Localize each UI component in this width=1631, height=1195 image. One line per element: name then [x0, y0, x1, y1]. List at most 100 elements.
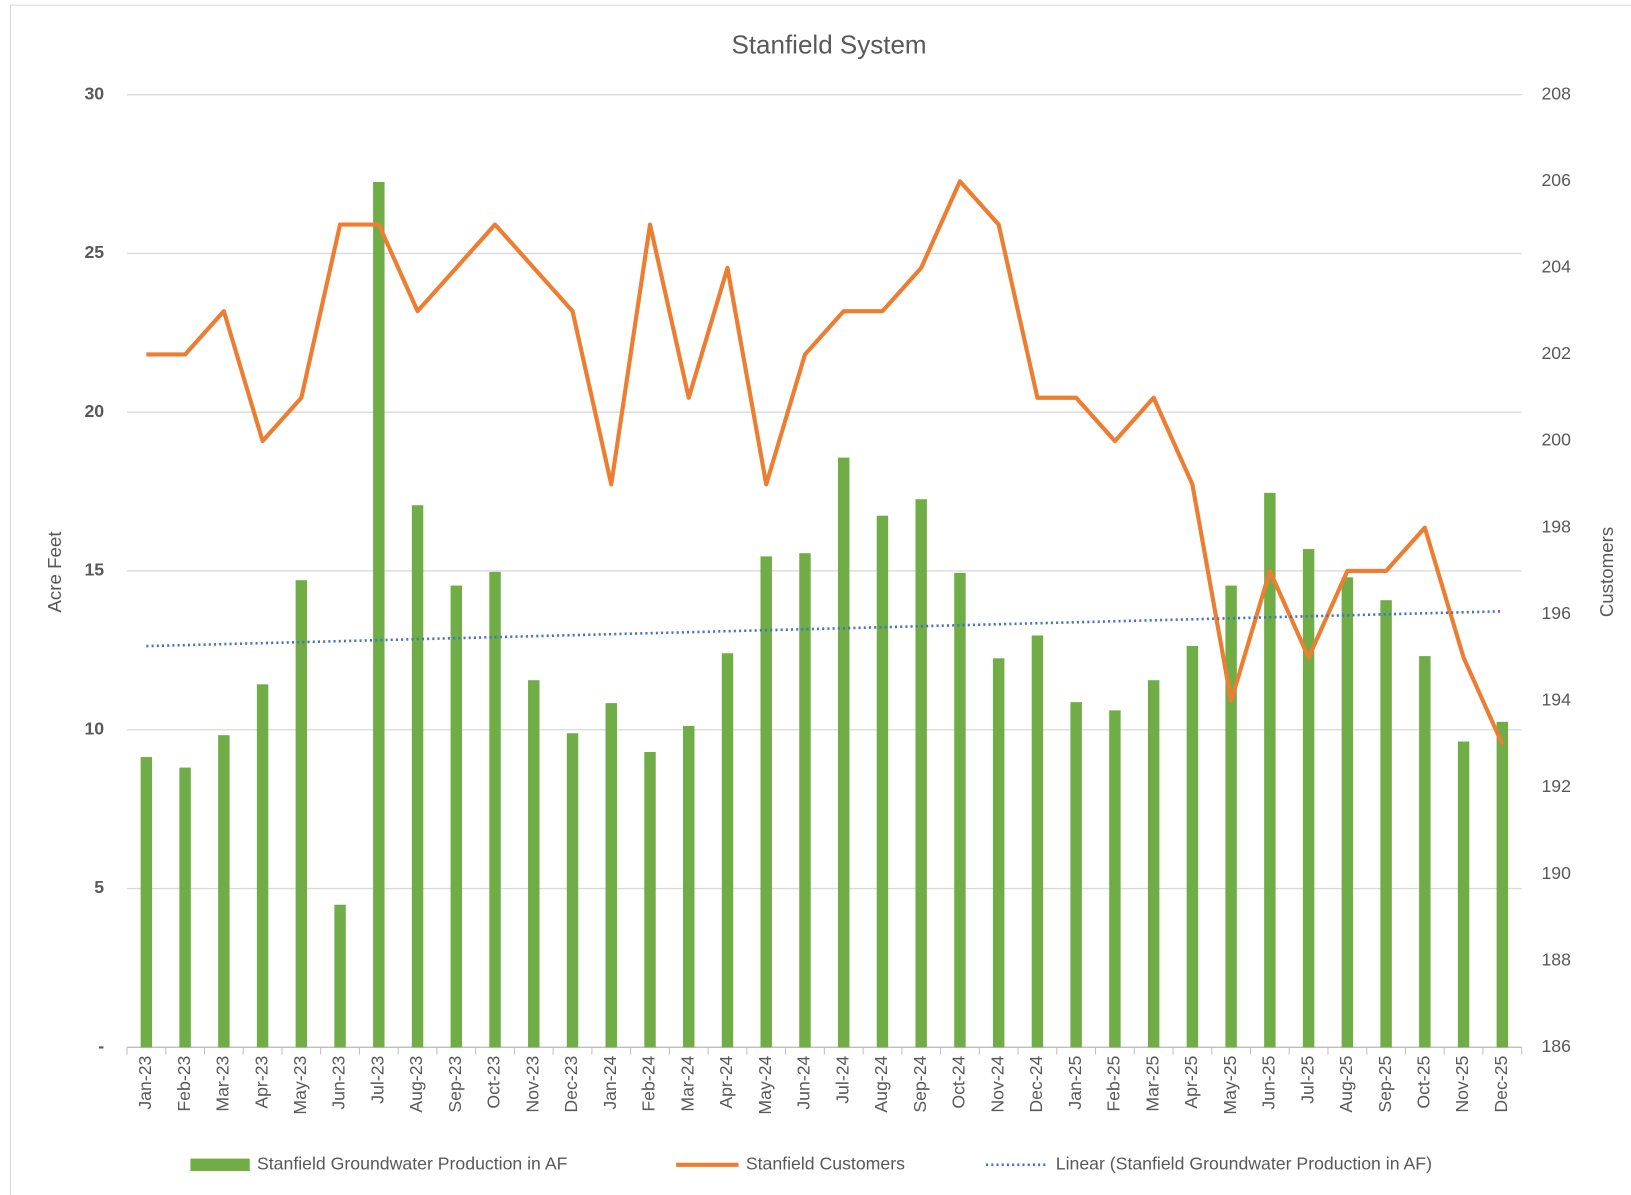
- bar: [218, 735, 230, 1048]
- y2-tick-label: 192: [1541, 776, 1570, 796]
- bar: [1419, 656, 1431, 1048]
- y2-tick-label: 196: [1541, 603, 1571, 623]
- bar: [876, 515, 889, 1048]
- line-series: [146, 179, 1505, 746]
- chart-border: [9, 4, 1631, 1195]
- x-tick-label: Nov-25: [1452, 1055, 1472, 1112]
- x-tick-label: Dec-25: [1491, 1055, 1511, 1112]
- y2-tick-label: 198: [1541, 516, 1571, 536]
- x-tick-label: Feb-25: [1104, 1055, 1124, 1111]
- x-tick-label: May-23: [290, 1055, 310, 1114]
- legend-swatch: [190, 1158, 250, 1172]
- y2-tick-label: 202: [1541, 343, 1570, 363]
- x-tick-label: Aug-24: [871, 1055, 891, 1112]
- y-tick-label: -: [98, 1036, 104, 1056]
- bar: [644, 751, 656, 1048]
- x-tick-label: Jun-24: [794, 1055, 814, 1109]
- y2-tick-label: 186: [1541, 1036, 1571, 1056]
- bar: [1109, 710, 1121, 1048]
- x-tick-label: Feb-23: [174, 1055, 194, 1111]
- y2-axis-label: Customers: [1596, 527, 1617, 618]
- bar: [799, 553, 811, 1048]
- bar: [760, 556, 772, 1048]
- x-tick-label: Jan-23: [135, 1055, 155, 1109]
- x-tick-label: Apr-23: [251, 1055, 271, 1108]
- y2-tick-label: 206: [1541, 170, 1571, 190]
- bar: [1302, 549, 1315, 1048]
- bar: [683, 725, 695, 1048]
- bar: [1031, 635, 1044, 1048]
- x-tick-label: Apr-24: [716, 1055, 736, 1108]
- bar: [915, 499, 927, 1048]
- chart-title: Stanfield System: [731, 30, 926, 60]
- bar: [992, 658, 1005, 1048]
- y2-tick-label: 208: [1541, 83, 1571, 103]
- bar: [528, 680, 540, 1048]
- bar: [411, 505, 424, 1048]
- bar: [1457, 741, 1470, 1048]
- x-tick-label: Mar-25: [1142, 1055, 1162, 1111]
- bar: [295, 580, 308, 1048]
- bar: [566, 733, 579, 1048]
- y-tick-label: 25: [84, 242, 104, 262]
- y-tick-label: 5: [94, 877, 104, 897]
- bar: [1264, 492, 1276, 1048]
- y2-tick-label: 204: [1541, 257, 1571, 277]
- x-tick-label: Mar-24: [677, 1055, 697, 1111]
- y2-tick-label: 190: [1541, 863, 1571, 883]
- bar: [954, 572, 966, 1048]
- bar: [179, 767, 191, 1048]
- legend-label: Stanfield Groundwater Production in AF: [257, 1154, 568, 1174]
- bar: [256, 684, 269, 1048]
- bar: [837, 457, 850, 1048]
- bar: [140, 757, 153, 1048]
- x-tick-label: Mar-23: [213, 1055, 233, 1111]
- x-tick-label: Oct-25: [1414, 1055, 1434, 1108]
- x-tick-label: Sep-24: [910, 1055, 930, 1112]
- y2-tick-label: 188: [1541, 949, 1571, 969]
- bar: [1186, 645, 1199, 1048]
- bar: [1496, 721, 1509, 1048]
- bar: [450, 585, 463, 1048]
- x-tick-label: Oct-23: [484, 1055, 504, 1108]
- bar: [1225, 585, 1237, 1048]
- y-tick-label: 15: [84, 560, 104, 580]
- x-tick-label: Oct-24: [949, 1055, 969, 1108]
- x-tick-label: May-25: [1220, 1055, 1240, 1114]
- bar: [489, 571, 501, 1048]
- x-tick-label: Jan-24: [600, 1055, 620, 1109]
- bar: [1070, 702, 1082, 1048]
- x-tick-label: Dec-23: [561, 1055, 581, 1112]
- x-tick-label: Jan-25: [1065, 1055, 1085, 1109]
- x-tick-label: Apr-25: [1181, 1055, 1201, 1108]
- bar: [1380, 600, 1392, 1048]
- x-tick-label: Aug-25: [1336, 1055, 1356, 1112]
- bar: [373, 181, 385, 1048]
- x-tick-label: Nov-24: [987, 1055, 1007, 1112]
- x-tick-label: Aug-23: [406, 1055, 426, 1112]
- x-tick-label: May-24: [755, 1055, 775, 1114]
- x-tick-label: Dec-24: [1026, 1055, 1046, 1112]
- y-tick-label: 10: [84, 718, 104, 738]
- x-tick-label: Feb-24: [639, 1055, 659, 1111]
- x-tick-label: Nov-23: [522, 1055, 542, 1112]
- bar: [1341, 577, 1354, 1048]
- y-axis-label: Acre Feet: [44, 531, 65, 613]
- y2-tick-label: 200: [1541, 430, 1571, 450]
- bar: [1147, 680, 1160, 1048]
- x-tick-label: Sep-23: [445, 1055, 465, 1112]
- x-tick-label: Jun-25: [1259, 1055, 1279, 1109]
- x-tick-label: Jul-23: [367, 1055, 387, 1103]
- x-tick-label: Jul-25: [1297, 1055, 1317, 1103]
- bar: [721, 653, 734, 1048]
- legend-label: Linear (Stanfield Groundwater Production…: [1056, 1154, 1432, 1174]
- x-tick-label: Jul-24: [832, 1055, 852, 1103]
- y-tick-label: 20: [84, 401, 104, 421]
- bar: [334, 904, 346, 1048]
- legend-label: Stanfield Customers: [746, 1154, 905, 1174]
- x-tick-label: Sep-25: [1375, 1055, 1395, 1112]
- trendline: [146, 610, 1503, 648]
- x-tick-label: Jun-23: [329, 1055, 349, 1109]
- y2-tick-label: 194: [1541, 690, 1571, 710]
